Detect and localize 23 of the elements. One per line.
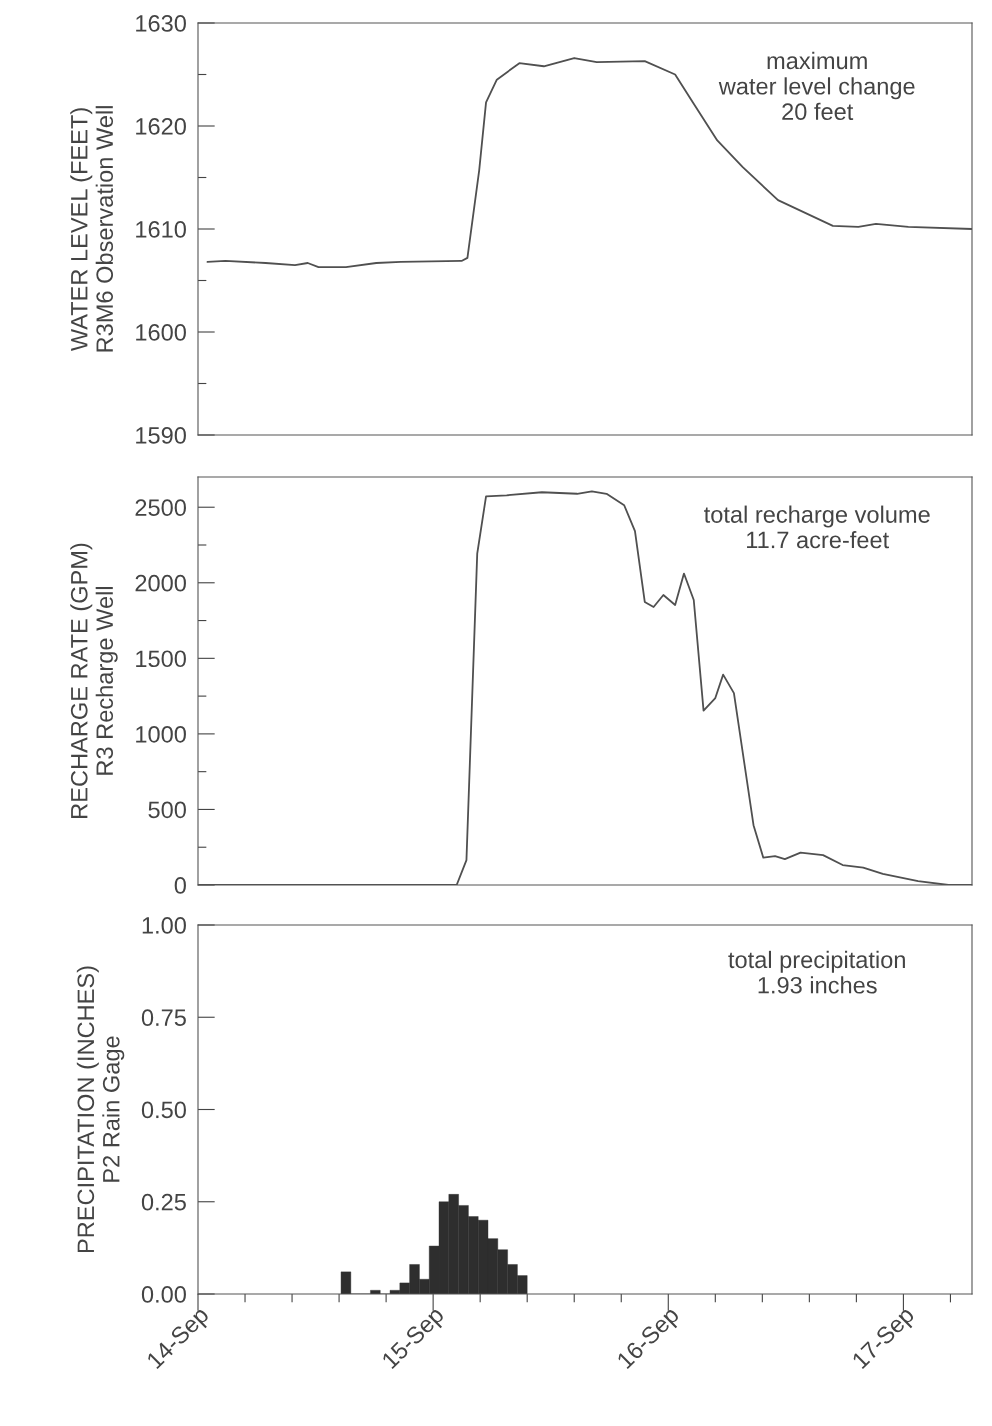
y-axis-title: RECHARGE RATE (GPM) R3 Recharge Well [70,543,118,818]
y-tick-label: 1000 [136,725,186,743]
y-tick-label: 1630 [136,15,186,32]
y-tick-label: 1610 [136,221,186,238]
annotation: maximum water level change 20 feet [718,51,915,121]
y-tick-label: 1.00 [142,917,186,934]
y-axis-title: WATER LEVEL (FEET) R3M6 Observation Well [70,106,114,352]
y-tick-label: 500 [148,801,186,819]
annotation: total precipitation 1.93 inches [728,950,905,994]
y-tick-label: 2500 [135,499,186,517]
y-axis-title: PRECIPITATION (INCHES) P2 Rain Gage [76,966,125,1253]
y-tick-label: 0.00 [141,1286,186,1303]
y-tick-label: 1500 [136,650,186,668]
y-tick-label: 0.25 [141,1193,186,1211]
y-tick-label: 1620 [136,118,186,135]
y-tick-label: 0 [174,877,186,894]
y-tick-label: 1590 [136,427,186,444]
y-tick-label: 0.50 [141,1101,186,1119]
bar [340,1271,352,1294]
y-tick-label: 0.75 [141,1009,186,1027]
annotation: total recharge volume 11.7 acre-feet [704,505,930,549]
y-tick-label: 1600 [136,324,186,341]
y-tick-label: 2000 [135,574,186,592]
